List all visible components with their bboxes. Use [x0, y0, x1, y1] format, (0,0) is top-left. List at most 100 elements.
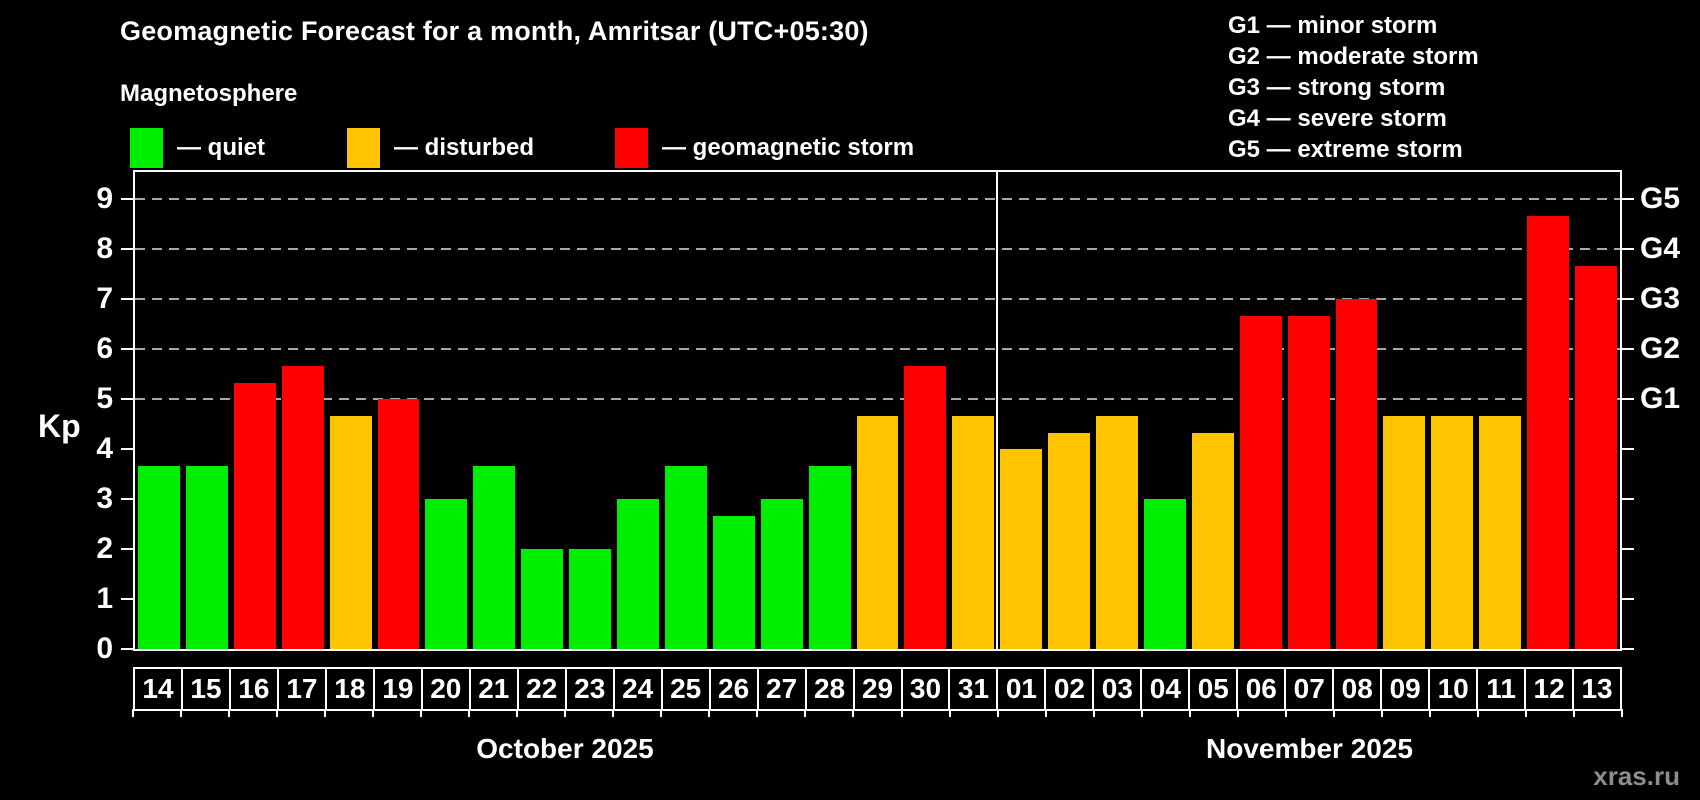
date-boundary-tick: [1572, 709, 1575, 717]
day-label-box[interactable]: 24: [612, 667, 663, 711]
g1-legend-line: G1 — minor storm: [1228, 12, 1438, 39]
day-label-box[interactable]: 18: [324, 667, 375, 711]
day-label-box[interactable]: 15: [180, 667, 231, 711]
date-boundary-tick: [948, 709, 951, 717]
kp-bar: [233, 382, 276, 649]
g2-legend-line: G2 — moderate storm: [1228, 43, 1479, 70]
day-label-box[interactable]: 14: [133, 667, 183, 711]
date-boundary-tick: [324, 709, 327, 717]
kp-bar: [904, 365, 947, 649]
day-label-box[interactable]: 12: [1524, 667, 1575, 711]
bar-slot-02: [1045, 172, 1093, 649]
day-label-box[interactable]: 07: [1284, 667, 1335, 711]
g-scale-tick-label-g3: G3: [1640, 282, 1681, 315]
y-axis-tick: [121, 498, 133, 500]
day-label-box[interactable]: 22: [516, 667, 567, 711]
day-label-box[interactable]: 04: [1140, 667, 1191, 711]
date-boundary-tick: [1092, 709, 1095, 717]
y-axis-tick: [121, 648, 133, 650]
bar-slot-09: [1380, 172, 1428, 649]
kp-bar: [138, 465, 180, 649]
day-label-box[interactable]: 09: [1380, 667, 1431, 711]
date-boundary-tick: [420, 709, 423, 717]
y-axis-tick: [1622, 648, 1634, 650]
bar-slot-14: [135, 172, 183, 649]
kp-bar: [856, 415, 899, 649]
kp-bar: [329, 415, 372, 649]
y-axis-tick: [1622, 348, 1634, 350]
y-axis-tick: [1622, 398, 1634, 400]
g3-legend-line: G3 — strong storm: [1228, 74, 1446, 101]
bar-slot-12: [1524, 172, 1572, 649]
day-label-box[interactable]: 02: [1044, 667, 1095, 711]
kp-bar: [1383, 415, 1426, 649]
day-label-box[interactable]: 13: [1572, 667, 1623, 711]
legend-label: — quiet: [177, 134, 265, 161]
day-label-box[interactable]: 30: [900, 667, 951, 711]
disturbed-color-swatch: [347, 128, 380, 168]
bar-slot-13: [1572, 172, 1620, 649]
date-boundary-tick: [564, 709, 567, 717]
kp-bar: [185, 465, 228, 649]
day-label-box[interactable]: 31: [948, 667, 999, 711]
day-label-box[interactable]: 08: [1332, 667, 1383, 711]
day-label-box[interactable]: 19: [372, 667, 423, 711]
chart-subtitle: Magnetosphere: [120, 80, 298, 107]
page-title: Geomagnetic Forecast for a month, Amrits…: [120, 16, 869, 46]
legend-item-storm: — geomagnetic storm: [615, 126, 914, 170]
day-label-box[interactable]: 11: [1476, 667, 1527, 711]
day-label-box[interactable]: 03: [1092, 667, 1143, 711]
day-label-box[interactable]: 27: [756, 667, 807, 711]
date-boundary-tick: [708, 709, 711, 717]
day-label-box[interactable]: 06: [1236, 667, 1287, 711]
bar-slot-03: [1093, 172, 1141, 649]
day-label-box[interactable]: 23: [564, 667, 615, 711]
y-axis-tick: [121, 248, 133, 250]
kp-bar: [1143, 499, 1186, 649]
gridline-kp5: [135, 398, 1620, 400]
date-boundary-tick: [1188, 709, 1191, 717]
date-boundary-tick: [1284, 709, 1287, 717]
kp-bar: [377, 399, 420, 649]
gridline-kp7: [135, 298, 1620, 300]
g-scale-legend: G1 — minor storm G2 — moderate storm G3 …: [1228, 10, 1479, 165]
gridline-kp6: [135, 348, 1620, 350]
date-boundary-tick: [276, 709, 279, 717]
kp-bar: [281, 365, 324, 649]
date-boundary-tick: [1524, 709, 1527, 717]
y-axis-tick-label: 6: [96, 332, 113, 365]
kp-bar: [1000, 449, 1043, 649]
day-label-box[interactable]: 26: [708, 667, 759, 711]
bar-slot-06: [1237, 172, 1285, 649]
y-axis-tick-label: 7: [96, 282, 113, 315]
bar-slot-17: [279, 172, 327, 649]
day-label-box[interactable]: 29: [852, 667, 903, 711]
kp-bar: [1191, 432, 1234, 649]
day-label-box[interactable]: 25: [660, 667, 711, 711]
date-boundary-tick: [468, 709, 471, 717]
bar-slot-11: [1476, 172, 1524, 649]
y-axis-tick: [1622, 498, 1634, 500]
day-label-box[interactable]: 28: [804, 667, 855, 711]
day-label-box[interactable]: 17: [276, 667, 327, 711]
kp-bar: [1048, 432, 1091, 649]
bar-slot-28: [806, 172, 854, 649]
day-label-box[interactable]: 21: [468, 667, 519, 711]
kp-bar: [1527, 215, 1570, 649]
storm-color-swatch: [615, 128, 648, 168]
day-label-box[interactable]: 01: [996, 667, 1047, 711]
day-label-box[interactable]: 05: [1188, 667, 1239, 711]
legend-label: — geomagnetic storm: [662, 134, 915, 161]
bar-slot-18: [327, 172, 375, 649]
date-boundary-tick: [804, 709, 807, 717]
month-label-october: October 2025: [476, 733, 654, 764]
day-label-box[interactable]: 20: [420, 667, 471, 711]
day-label-box[interactable]: 16: [228, 667, 279, 711]
bar-slot-16: [231, 172, 279, 649]
bar-slot-31: [949, 172, 997, 649]
day-label-box[interactable]: 10: [1428, 667, 1479, 711]
legend-item-disturbed: — disturbed: [347, 126, 534, 170]
legend-item-quiet: — quiet: [130, 126, 265, 170]
date-axis: 14 15 16 17 18 19 20 21 22 23 24 25 26 27 28 29 30 31 01 02…: [133, 667, 1623, 711]
g4-legend-line: G4 — severe storm: [1228, 105, 1447, 132]
